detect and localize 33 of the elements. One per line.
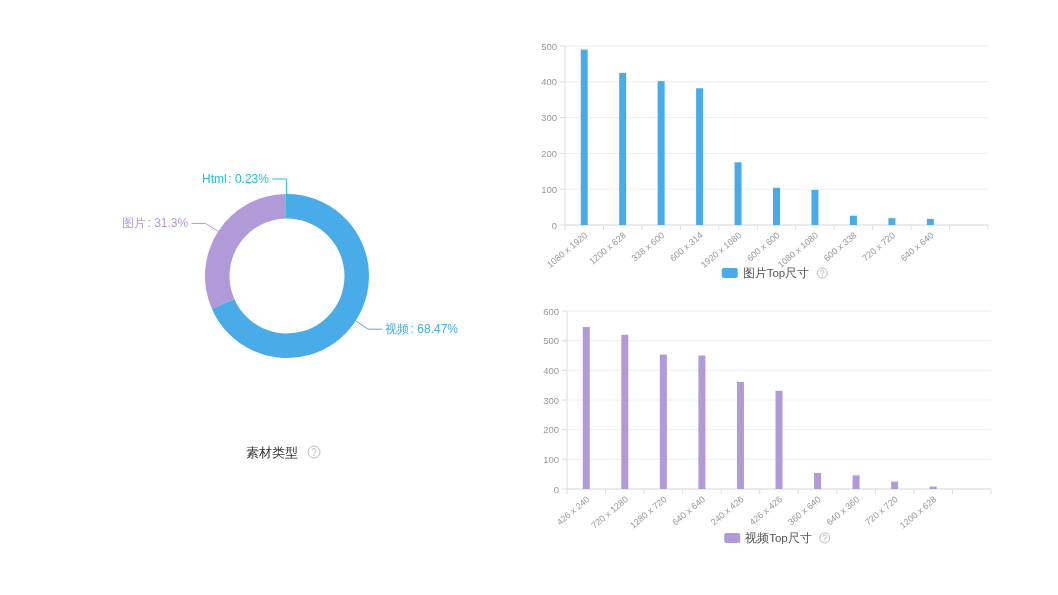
y-tick-label: 100 — [543, 453, 559, 465]
x-tick-label: 640 x 360 — [824, 494, 862, 528]
y-tick-label: 500 — [543, 335, 559, 347]
x-tick-label: 240 x 426 — [708, 494, 746, 528]
y-tick-label: 600 — [543, 305, 559, 317]
legend-label: 图片Top尺寸 — [742, 267, 810, 279]
data-label: : 68.47% — [410, 322, 459, 337]
y-tick-label: 500 — [541, 40, 557, 52]
y-tick-label: 400 — [541, 76, 557, 88]
x-tick-label: 360 x 640 — [786, 494, 823, 528]
x-tick-label: 640 x 640 — [670, 494, 708, 528]
x-tick-label: 426 x 426 — [747, 494, 785, 528]
data-label: : 0.23% — [228, 172, 270, 186]
slice-label: 图片 — [121, 216, 146, 231]
y-tick-label: 0 — [551, 219, 557, 231]
y-tick-label: 400 — [543, 364, 559, 376]
text: 素材类型 — [246, 444, 298, 460]
slice-label: 视频 — [385, 322, 410, 337]
x-tick-label: 338 x 600 — [629, 230, 667, 264]
slice-label: Html — [202, 172, 227, 186]
y-tick-label: 300 — [541, 112, 557, 124]
y-tick-label: 0 — [553, 483, 559, 495]
x-tick-label: 426 x 240 — [554, 494, 592, 528]
y-tick-label: 200 — [541, 147, 557, 159]
data-label: : 31.3% — [147, 216, 189, 231]
x-tick-label: 720 x 720 — [860, 230, 898, 264]
x-tick-label: 600 x 338 — [821, 230, 859, 264]
legend-label: 视频Top尺寸 — [745, 532, 812, 544]
x-tick-label: 640 x 640 — [898, 230, 936, 264]
y-tick-label: 200 — [543, 424, 559, 436]
y-tick-label: 300 — [543, 394, 559, 406]
x-tick-label: 720 x 720 — [863, 494, 900, 528]
y-tick-label: 100 — [541, 183, 557, 195]
